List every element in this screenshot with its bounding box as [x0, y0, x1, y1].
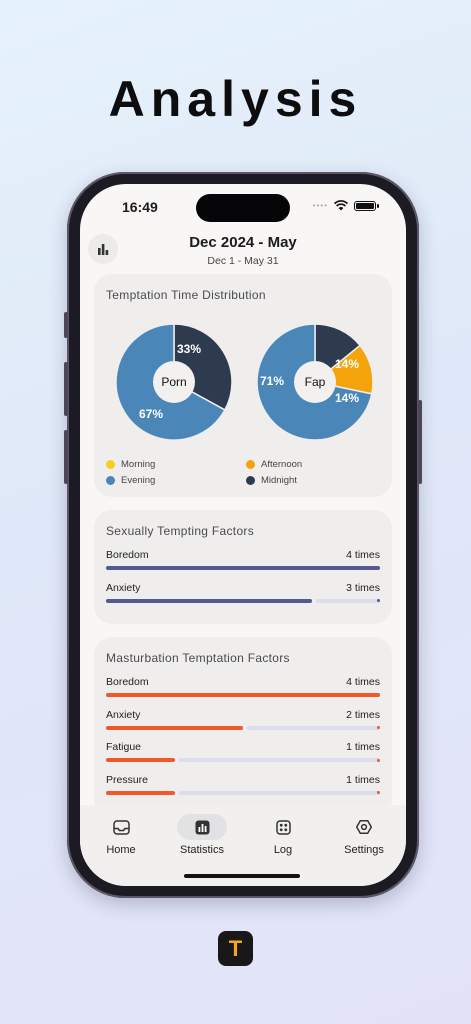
progress-gap	[243, 724, 247, 731]
tab-bar: Home Statistics	[80, 805, 406, 886]
grid-dots-icon	[275, 819, 291, 835]
sexual-factors-card: Sexually Tempting Factors Boredom 4 times…	[94, 510, 392, 624]
progress-track	[106, 790, 380, 795]
factor-label: Boredom	[106, 676, 149, 688]
tab-label: Settings	[344, 844, 384, 856]
tab-icon-wrap	[258, 814, 308, 840]
progress-gap	[174, 757, 179, 763]
home-indicator	[184, 874, 300, 878]
card-title: Masturbation Temptation Factors	[106, 651, 290, 665]
factor-count: 1 times	[346, 741, 380, 753]
card-title: Temptation Time Distribution	[106, 288, 266, 302]
progress-fill	[106, 598, 312, 603]
app-screen: 16:49 •••• Dec 2024 - May Dec 1 - May 31…	[80, 184, 406, 886]
status-icons: ••••	[312, 200, 379, 211]
masturbation-factors-card: Masturbation Temptation Factors Boredom 4…	[94, 637, 392, 817]
chart-toggle-button[interactable]	[88, 234, 118, 264]
tab-label: Home	[106, 844, 136, 856]
factor-progress-bar	[106, 789, 380, 796]
tab-label: Log	[273, 844, 293, 856]
legend-dot	[246, 476, 255, 485]
inbox-icon	[112, 819, 130, 835]
status-time: 16:49	[122, 199, 158, 215]
factor-count: 1 times	[346, 773, 380, 786]
factor-count: 4 times	[346, 549, 380, 561]
signal-dots-icon: ••••	[312, 201, 328, 210]
tab-icon-wrap	[177, 814, 227, 840]
progress-gap	[174, 789, 179, 796]
tab-home[interactable]: Home	[81, 805, 161, 865]
progress-fill	[106, 566, 380, 570]
progress-fill	[106, 758, 175, 762]
factor-label: Anxiety	[106, 708, 141, 721]
slice-label: 71%	[260, 374, 285, 388]
wifi-icon	[334, 200, 348, 211]
progress-fill	[106, 725, 243, 730]
factor-count: 2 times	[346, 708, 380, 721]
progress-end-dot	[377, 791, 380, 794]
legend-label: Morning	[121, 459, 156, 470]
volume-down-button	[64, 430, 68, 484]
tab-settings[interactable]: Settings	[324, 805, 404, 865]
pie-center-label: Fap	[294, 361, 336, 403]
action-button	[64, 312, 68, 338]
app-logo: T	[218, 931, 253, 966]
legend-label: Midnight	[261, 475, 297, 486]
progress-end-dot	[377, 726, 380, 729]
tab-icon-wrap	[339, 814, 389, 840]
factor-progress-bar	[106, 566, 380, 570]
volume-up-button	[64, 362, 68, 416]
factor-count: 4 times	[346, 676, 380, 688]
progress-end-dot	[377, 599, 380, 602]
slice-label: 14%	[335, 391, 360, 405]
tab-log[interactable]: Log	[243, 805, 323, 865]
tab-icon-wrap	[96, 814, 146, 840]
progress-end-dot	[377, 758, 380, 762]
factor-count: 3 times	[346, 581, 380, 594]
battery-icon	[354, 200, 379, 211]
progress-fill	[106, 790, 175, 795]
bar-chart-icon	[98, 244, 109, 255]
slice-label: 14%	[335, 357, 360, 371]
pie-center-label: Porn	[153, 361, 195, 403]
slice-label: 67%	[139, 407, 164, 421]
factor-label: Pressure	[106, 773, 149, 786]
progress-gap	[311, 597, 316, 604]
period-title[interactable]: Dec 2024 - May	[189, 234, 297, 251]
factor-label: Boredom	[106, 549, 149, 561]
card-title: Sexually Tempting Factors	[106, 524, 255, 538]
legend-dot	[106, 476, 115, 485]
slice-label: 33%	[177, 342, 202, 356]
factor-label: Fatigue	[106, 741, 142, 753]
legend-dot	[246, 460, 255, 469]
legend-dot	[106, 460, 115, 469]
factor-progress-bar	[106, 757, 380, 763]
legend-label: Afternoon	[261, 459, 303, 470]
pie-chart-porn: Porn 33% 67%	[114, 322, 234, 442]
legend-item-afternoon: Afternoon	[246, 459, 302, 470]
pie-chart-fap: Fap 14% 14% 71%	[255, 322, 375, 442]
factor-progress-bar	[106, 597, 380, 604]
hero-title: Analysis	[108, 71, 363, 127]
legend-item-morning: Morning	[106, 459, 155, 470]
legend-label: Evening	[121, 475, 156, 486]
phone-frame: 16:49 •••• Dec 2024 - May Dec 1 - May 31…	[64, 172, 422, 898]
legend-item-midnight: Midnight	[246, 475, 297, 486]
bar-chart-icon	[195, 820, 209, 834]
power-button	[418, 400, 422, 484]
factor-label: Anxiety	[106, 581, 141, 594]
gear-icon	[356, 820, 372, 834]
temptation-time-card: Temptation Time Distribution Porn 33% 67…	[94, 274, 392, 497]
progress-fill	[106, 693, 380, 697]
factor-progress-bar	[106, 693, 380, 697]
tab-statistics[interactable]: Statistics	[162, 805, 242, 865]
tab-label: Statistics	[179, 844, 224, 856]
period-subtitle: Dec 1 - May 31	[207, 255, 279, 267]
dynamic-island	[196, 194, 290, 222]
legend-item-evening: Evening	[106, 475, 155, 486]
factor-progress-bar	[106, 724, 380, 731]
progress-track	[106, 758, 380, 762]
